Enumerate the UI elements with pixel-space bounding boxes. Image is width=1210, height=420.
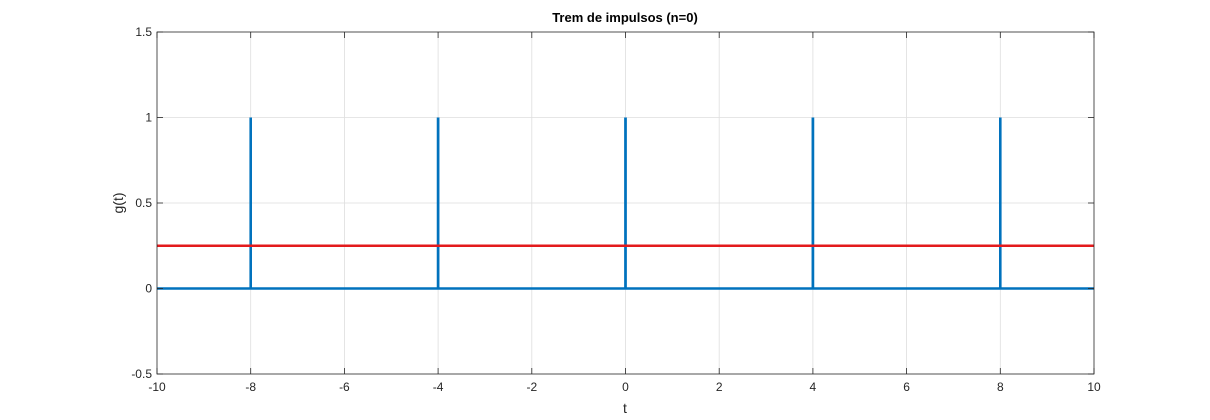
- x-tick-label: -4: [433, 380, 444, 394]
- x-tick-label: 2: [716, 380, 723, 394]
- y-tick-label: 1: [145, 111, 152, 125]
- x-tick-label: 10: [1087, 380, 1101, 394]
- x-tick-label: 8: [997, 380, 1004, 394]
- x-tick-label: -2: [526, 380, 537, 394]
- y-axis-label: g(t): [110, 193, 126, 214]
- x-tick-label: 6: [903, 380, 910, 394]
- y-tick-label: 0.5: [135, 196, 152, 210]
- tick-labels-group: -10 -8 -6 -4 -2 0 2 4 6 8 10 -0.5 0 0.5 1 1.5: [131, 25, 1101, 394]
- x-axis-label: t: [623, 400, 627, 416]
- x-tick-label: -6: [339, 380, 350, 394]
- y-tick-label: 0: [145, 282, 152, 296]
- x-tick-label: 0: [622, 380, 629, 394]
- y-tick-label: -0.5: [131, 367, 152, 381]
- chart-title: Trem de impulsos (n=0): [552, 10, 698, 25]
- x-tick-label: -8: [245, 380, 256, 394]
- series-group: [157, 117, 1094, 290]
- y-tick-label: 1.5: [135, 25, 152, 39]
- x-tick-label: 4: [810, 380, 817, 394]
- x-tick-label: -10: [148, 380, 166, 394]
- ticks-group: [156, 31, 1095, 375]
